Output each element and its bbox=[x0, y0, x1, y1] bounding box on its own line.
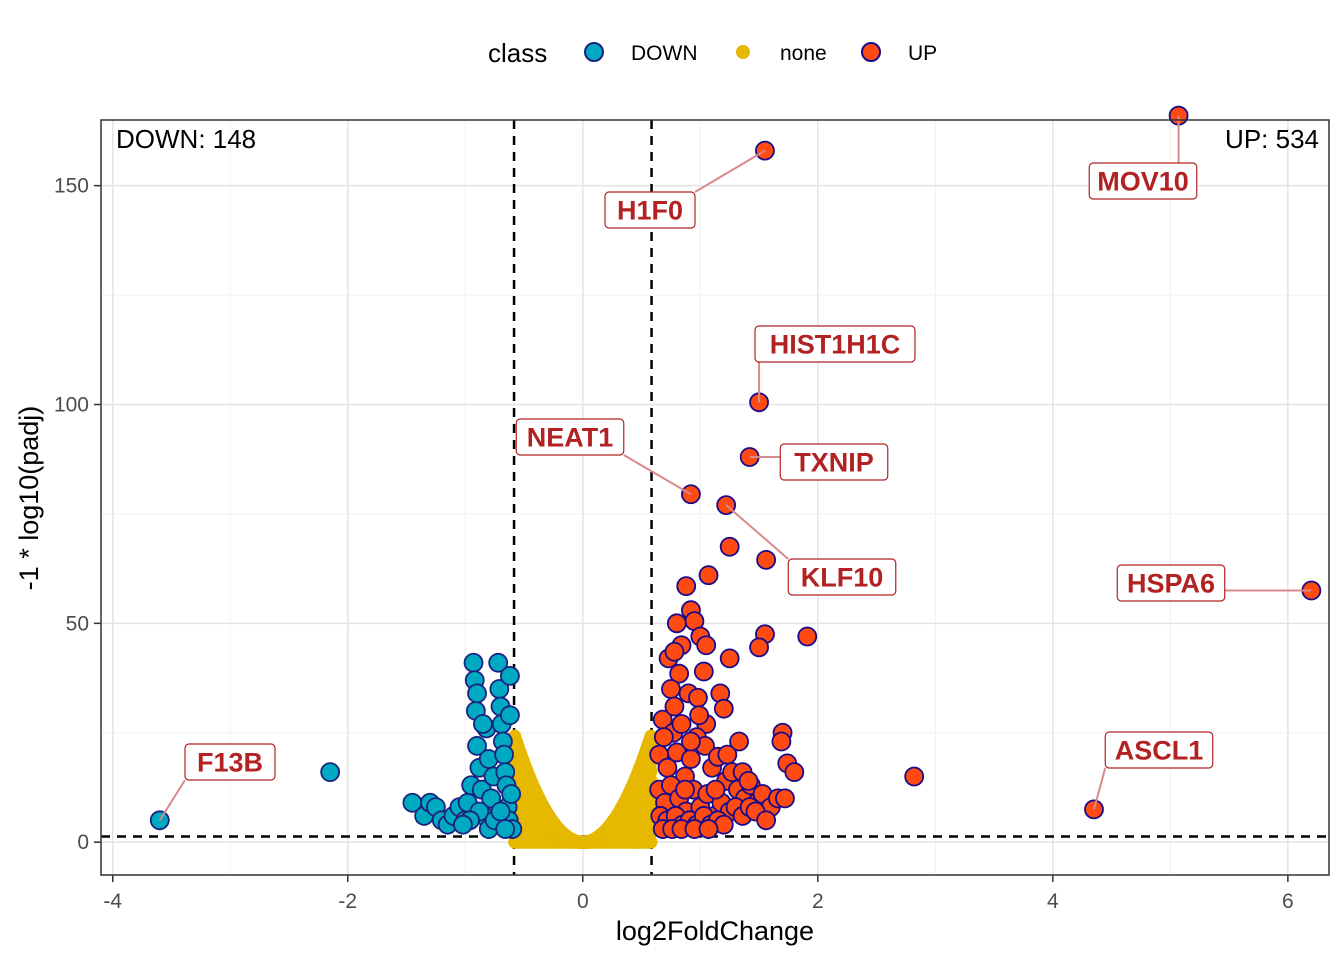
up-point bbox=[784, 762, 805, 783]
down-point bbox=[500, 665, 520, 686]
up-point bbox=[661, 679, 681, 699]
gene-label-box bbox=[604, 191, 696, 229]
label-leader-line bbox=[623, 454, 692, 496]
down-point bbox=[463, 652, 484, 673]
up-point bbox=[676, 576, 697, 597]
label-leader-line bbox=[158, 779, 186, 821]
y-tick-label: 0 bbox=[77, 831, 89, 854]
up-point bbox=[693, 661, 714, 682]
up-count: UP: 534 bbox=[1225, 124, 1319, 154]
gene-label-txnip: TXNIP bbox=[794, 448, 874, 478]
x-tick-label: 6 bbox=[1282, 890, 1294, 913]
gene-label-box bbox=[1116, 564, 1226, 602]
gene-label-box bbox=[1088, 162, 1198, 200]
x-tick-label: 4 bbox=[1047, 890, 1059, 913]
gene-label-box bbox=[787, 558, 897, 596]
y-tick-label: 100 bbox=[54, 393, 89, 416]
gene-label-h1f0: H1F0 bbox=[617, 196, 683, 226]
down-points bbox=[149, 652, 523, 839]
down-point bbox=[490, 801, 511, 822]
up-point bbox=[689, 705, 710, 726]
up-point bbox=[681, 731, 701, 752]
down-point bbox=[467, 735, 487, 756]
down-point bbox=[473, 714, 493, 734]
x-axis-label: log2FoldChange bbox=[616, 916, 814, 946]
up-point bbox=[729, 731, 749, 752]
up-point bbox=[671, 714, 692, 734]
up-point bbox=[749, 637, 769, 658]
up-point bbox=[719, 536, 740, 557]
up-points bbox=[649, 105, 1322, 839]
grid bbox=[101, 120, 1329, 875]
down-point bbox=[320, 762, 341, 783]
up-point bbox=[688, 687, 708, 708]
up-point bbox=[675, 779, 695, 800]
up-point bbox=[756, 810, 777, 831]
gene-label-box bbox=[184, 743, 276, 781]
up-point bbox=[681, 749, 701, 769]
up-point bbox=[719, 648, 740, 669]
up-point bbox=[653, 727, 674, 748]
up-point bbox=[713, 698, 734, 719]
up-point bbox=[664, 641, 685, 662]
gene-label-f13b: F13B bbox=[197, 748, 263, 778]
down-point bbox=[494, 744, 514, 765]
gene-labels: MOV10 H1F0 HIST1H1C TXNIP NEAT1 KLF10 HSPA6 ASC… bbox=[158, 115, 1312, 821]
gene-label-hspa6: HSPA6 bbox=[1127, 569, 1215, 599]
up-point bbox=[775, 788, 795, 809]
gene-label-hist1h1c: HIST1H1C bbox=[770, 330, 901, 360]
legend-title: class bbox=[488, 38, 547, 68]
up-point bbox=[771, 731, 792, 752]
y-tick-label: 150 bbox=[54, 175, 89, 198]
up-point bbox=[738, 770, 759, 791]
label-leader-line bbox=[694, 149, 766, 193]
gene-label-neat1: NEAT1 bbox=[527, 423, 614, 453]
none-point bbox=[644, 729, 658, 743]
down-point bbox=[501, 784, 522, 804]
down-point bbox=[467, 683, 487, 704]
down-point bbox=[500, 705, 520, 726]
x-tick-label: -4 bbox=[103, 890, 122, 913]
up-point bbox=[904, 766, 925, 787]
gene-label-box bbox=[515, 418, 625, 456]
legend-down-label: DOWN bbox=[631, 42, 698, 65]
legend-none-label: none bbox=[780, 42, 827, 65]
gene-label-box bbox=[779, 443, 889, 481]
up-point bbox=[698, 819, 719, 839]
x-tick-label: -2 bbox=[338, 890, 357, 913]
legend-up-key bbox=[861, 42, 881, 62]
up-point bbox=[756, 549, 777, 570]
up-point bbox=[666, 613, 687, 634]
legend-down-key bbox=[584, 42, 604, 62]
gene-label-ascl1: ASCL1 bbox=[1115, 736, 1204, 766]
up-point bbox=[664, 696, 685, 717]
panel-border bbox=[100, 119, 1330, 876]
down-count: DOWN: 148 bbox=[116, 124, 256, 154]
gene-label-box bbox=[1104, 731, 1214, 769]
down-point bbox=[481, 788, 502, 809]
y-tick-label: 50 bbox=[66, 612, 89, 635]
down-point bbox=[495, 819, 516, 839]
x-tick-label: 2 bbox=[812, 890, 824, 913]
down-point bbox=[488, 652, 509, 673]
label-leader-line bbox=[725, 504, 789, 560]
gene-label-klf10: KLF10 bbox=[801, 563, 884, 593]
gene-label-box bbox=[754, 325, 916, 363]
gene-label-mov10: MOV10 bbox=[1097, 167, 1189, 197]
y-axis-label: -1 * log10(padj) bbox=[14, 406, 44, 591]
up-point bbox=[717, 744, 738, 765]
down-point bbox=[453, 814, 473, 835]
legend: class DOWN none UP bbox=[488, 38, 937, 68]
x-tick-label: 0 bbox=[577, 890, 589, 913]
up-point bbox=[705, 779, 726, 800]
up-point bbox=[696, 635, 717, 656]
up-point bbox=[698, 565, 719, 586]
up-point bbox=[797, 626, 818, 647]
legend-none-key bbox=[736, 45, 750, 59]
axes: -4 -2 0 2 4 6 0 50 100 150 bbox=[54, 175, 1294, 913]
label-leader-line bbox=[1093, 767, 1107, 810]
legend-up-label: UP bbox=[908, 42, 937, 65]
up-point bbox=[669, 663, 690, 684]
